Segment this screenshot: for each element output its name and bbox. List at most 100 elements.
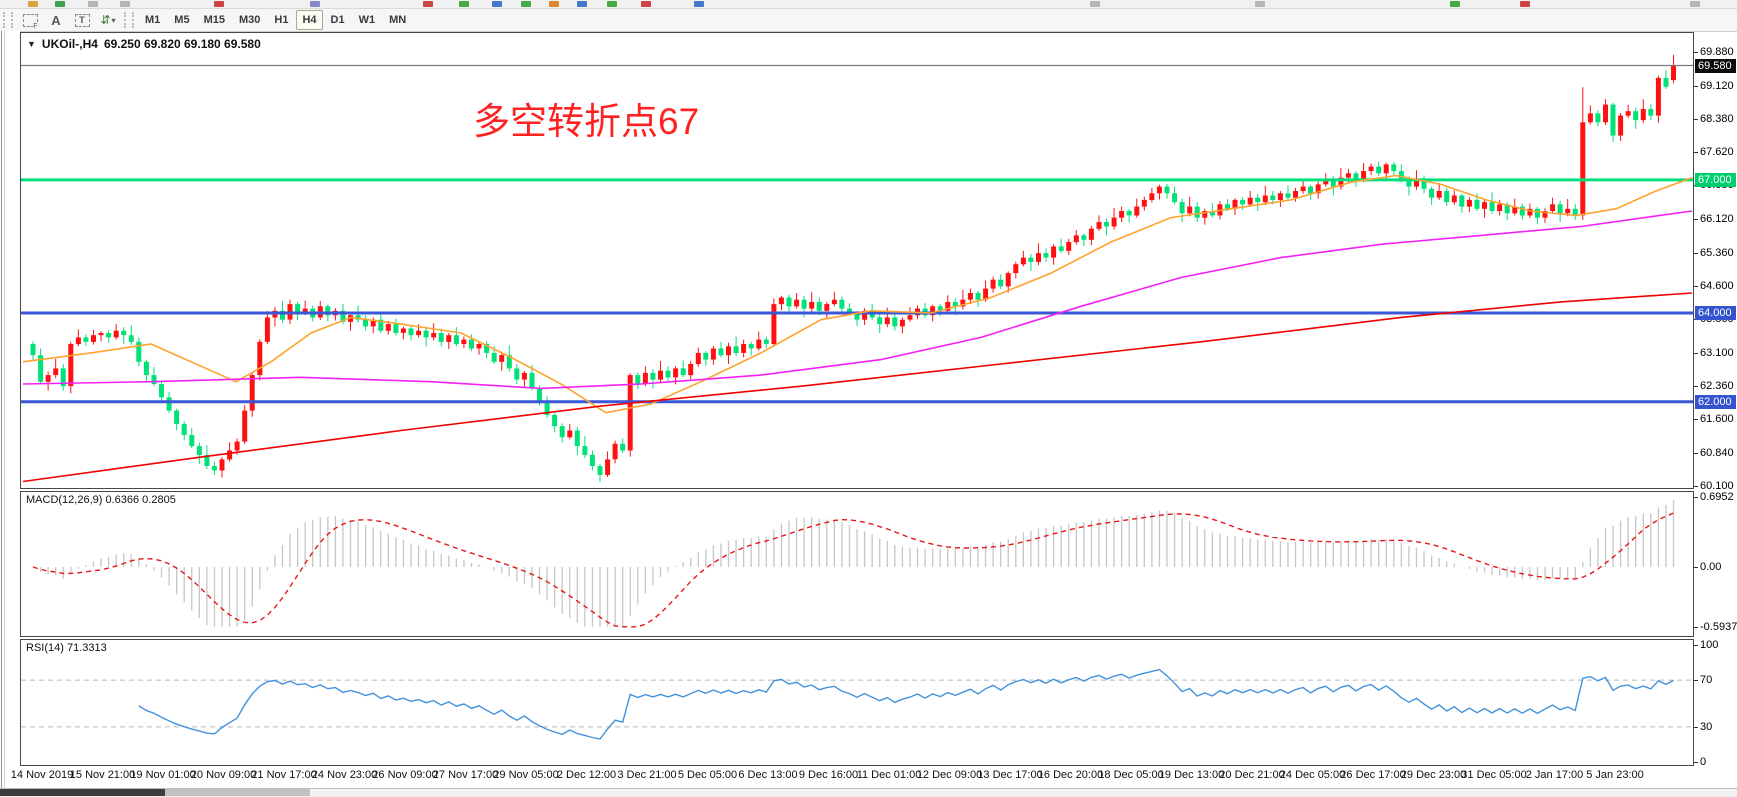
- arrows-tool-button[interactable]: ⇵ ▾: [97, 11, 119, 29]
- time-axis-label: 29 Dec 23:00: [1400, 769, 1467, 781]
- clipped-toolbar-icon: [1090, 1, 1100, 7]
- time-axis-label: 14 Nov 2019: [10, 769, 74, 781]
- time-axis-label: 18 Dec 05:00: [1098, 769, 1164, 781]
- clipped-toolbar-icon: [1450, 1, 1460, 7]
- symbol-period-label: UKOil-,H4: [41, 37, 98, 51]
- text-tool-button[interactable]: A: [45, 11, 67, 29]
- rsi-axis-label: 0: [1700, 756, 1707, 768]
- axis-tick: [1694, 52, 1698, 53]
- time-axis-label: 19 Nov 01:00: [130, 769, 196, 781]
- text-label-tool-button[interactable]: T: [71, 11, 93, 29]
- price-line-badge[interactable]: 69.580: [1695, 59, 1736, 73]
- main-chart-pane[interactable]: ▼ UKOil-,H4 69.250 69.820 69.180 69.580 …: [20, 32, 1694, 489]
- clipped-toolbar-icon: [1255, 1, 1265, 7]
- price-tick-label: 69.120: [1700, 80, 1734, 92]
- axis-tick: [1694, 386, 1698, 387]
- axis-tick: [1694, 219, 1698, 220]
- rsi-chart: [21, 668, 1693, 740]
- axis-tick: [1694, 119, 1698, 120]
- timeframe-button-d1[interactable]: D1: [330, 14, 345, 26]
- time-axis-label: 5 Jan 23:00: [1586, 769, 1644, 781]
- chart-dropdown-icon[interactable]: ▼: [27, 39, 36, 49]
- axis-tick: [1694, 453, 1698, 454]
- timeframe-button-mn[interactable]: MN: [389, 14, 407, 26]
- clipped-toolbar-icon: [549, 1, 559, 7]
- price-tick-label: 65.360: [1700, 247, 1734, 259]
- time-axis-label: 20 Nov 09:00: [190, 769, 257, 781]
- time-axis-label: 3 Dec 21:00: [617, 769, 677, 781]
- toolbar-grip[interactable]: [3, 12, 13, 28]
- clipped-toolbar-icon: [1690, 1, 1700, 7]
- clipped-toolbar-icon: [120, 1, 130, 7]
- scrollbar-segment: [165, 789, 310, 796]
- axis-tick: [1694, 486, 1698, 487]
- axis-tick: [1694, 680, 1698, 681]
- clipped-toolbar-icon: [214, 1, 224, 7]
- horizontal-scrollbar[interactable]: [0, 788, 1737, 797]
- clipped-toolbar-icon: [607, 1, 617, 7]
- axis-tick: [1694, 152, 1698, 153]
- timeframe-button-h1[interactable]: H1: [274, 14, 289, 26]
- clipped-toolbar-icon: [459, 1, 469, 7]
- text-a-icon: A: [51, 12, 61, 28]
- timeframe-button-w1[interactable]: W1: [358, 14, 376, 26]
- text-box-icon: T: [74, 13, 90, 27]
- chart-title: ▼ UKOil-,H4 69.250 69.820 69.180 69.580: [27, 37, 261, 51]
- rsi-label: RSI(14) 71.3313: [26, 642, 107, 654]
- time-axis-label: 12 Dec 09:00: [916, 769, 983, 781]
- chevron-down-icon: ▾: [111, 15, 116, 25]
- price-line-badge[interactable]: 64.000: [1695, 306, 1736, 320]
- timeframe-button-h4[interactable]: H4: [296, 10, 323, 30]
- clipped-toolbar-icon: [55, 1, 65, 7]
- time-axis-label: 27 Nov 17:00: [432, 769, 499, 781]
- time-axis-label: 29 Nov 05:00: [493, 769, 559, 781]
- price-tick-label: 68.380: [1700, 113, 1734, 125]
- clipped-toolbar-icon: [310, 1, 320, 7]
- chart-annotation: 多空转折点67: [473, 101, 700, 142]
- macd-indicator-pane[interactable]: MACD(12,26,9) 0.6366 0.2805: [20, 491, 1694, 637]
- time-axis-label: 5 Dec 05:00: [677, 769, 738, 781]
- clipped-toolbar-icon: [1520, 1, 1530, 7]
- axis-tick: [1694, 86, 1698, 87]
- time-axis-label: 9 Dec 16:00: [798, 769, 859, 781]
- timeframe-button-m30[interactable]: M30: [238, 14, 261, 26]
- time-axis-label: 13 Dec 17:00: [977, 769, 1043, 781]
- axis-tick: [1694, 253, 1698, 254]
- rsi-axis-label: 30: [1700, 721, 1713, 733]
- time-axis-label: 6 Dec 13:00: [738, 769, 798, 781]
- axis-tick: [1694, 762, 1698, 763]
- time-axis-label: 31 Dec 05:00: [1461, 769, 1527, 781]
- ohlc-values: 69.250 69.820 69.180 69.580: [103, 37, 261, 51]
- axis-tick: [1694, 286, 1698, 287]
- toolbar: F A T ⇵ ▾ M1 M5 M15 M30 H1 H4 D1 W1 MN: [0, 9, 1737, 32]
- grid-f-icon: F: [22, 13, 38, 30]
- candlestick-chart: [21, 54, 1693, 483]
- timeframe-button-m15[interactable]: M15: [203, 14, 225, 26]
- timeframe-button-m1[interactable]: M1: [145, 14, 161, 26]
- time-axis-label: 24 Dec 05:00: [1279, 769, 1346, 781]
- axis-tick: [1694, 627, 1698, 628]
- rsi-axis-label: 70: [1700, 674, 1713, 686]
- macd-axis-label: 0.6952: [1700, 491, 1734, 503]
- price-line-badge[interactable]: 62.000: [1695, 395, 1736, 409]
- time-axis-label: 15 Nov 21:00: [69, 769, 136, 781]
- timeframe-button-m5[interactable]: M5: [174, 14, 190, 26]
- grid-tool-button[interactable]: F: [19, 11, 41, 30]
- clipped-toolbar-icon: [88, 1, 98, 7]
- time-axis-label: 20 Dec 21:00: [1219, 769, 1285, 781]
- axis-tick: [1694, 353, 1698, 354]
- toolbar-grip[interactable]: [124, 12, 134, 28]
- time-axis-label: 2 Jan 17:00: [1525, 769, 1584, 781]
- macd-chart: [32, 499, 1675, 628]
- clipped-toolbar-icon: [28, 1, 38, 7]
- time-axis-label: 24 Nov 23:00: [311, 769, 378, 781]
- price-tick-label: 64.600: [1700, 280, 1734, 292]
- toolbar-clipped-row: [0, 0, 1737, 9]
- price-line-badge[interactable]: 67.000: [1695, 173, 1736, 187]
- scrollbar-thumb[interactable]: [0, 789, 165, 796]
- clipped-toolbar-icon: [577, 1, 587, 7]
- axis-tick: [1694, 497, 1698, 498]
- clipped-toolbar-icon: [641, 1, 651, 7]
- rsi-indicator-pane[interactable]: RSI(14) 71.3313: [20, 639, 1694, 766]
